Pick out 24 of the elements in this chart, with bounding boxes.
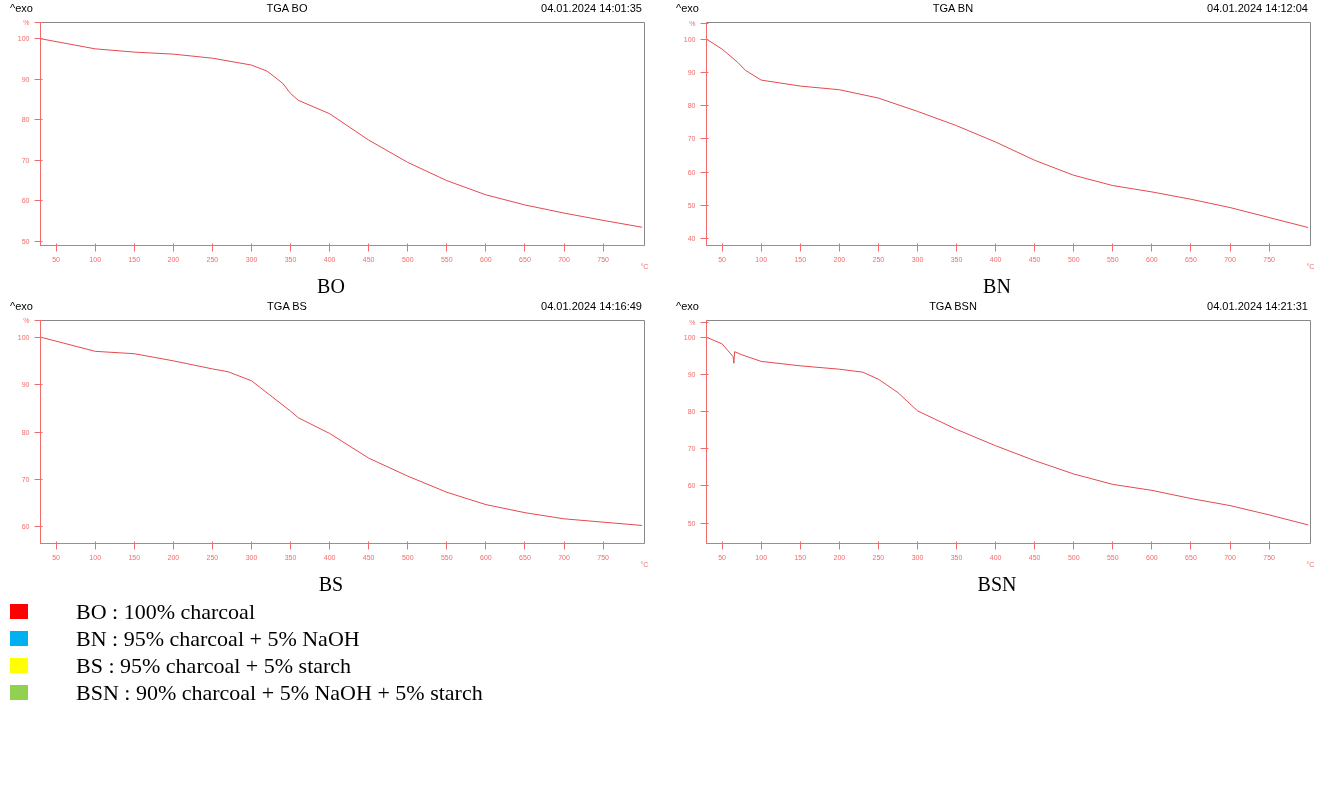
line-series xyxy=(706,38,1309,229)
text: 04.01.2024 14:12:04 xyxy=(1207,1,1308,16)
text: ^exo xyxy=(676,299,699,314)
text: ^exo xyxy=(10,299,33,314)
text: BS xyxy=(317,572,345,597)
text: BSN xyxy=(976,572,1018,597)
text: ^exo xyxy=(10,1,33,16)
chart-title: TGA BN xyxy=(932,1,974,16)
text: BSN : 90% charcoal + 5% NaOH + 5% starch xyxy=(76,678,483,707)
text: 04.01.2024 14:21:31 xyxy=(1207,299,1308,314)
line-series xyxy=(40,336,643,526)
text: BS : 95% charcoal + 5% starch xyxy=(76,651,352,680)
line-series xyxy=(706,336,1309,526)
text: BN : 95% charcoal + 5% NaOH xyxy=(76,624,360,653)
text: BN xyxy=(982,274,1012,299)
chart-title: TGA BO xyxy=(266,1,308,16)
text: ^exo xyxy=(676,1,699,16)
text: BO xyxy=(316,274,346,299)
text: 04.01.2024 14:01:35 xyxy=(541,1,642,16)
text: BO : 100% charcoal xyxy=(76,597,255,626)
chart-title: TGA BSN xyxy=(929,299,977,314)
chart-title: TGA BS xyxy=(267,299,307,314)
text: 04.01.2024 14:16:49 xyxy=(541,299,642,314)
line-series xyxy=(40,38,643,228)
